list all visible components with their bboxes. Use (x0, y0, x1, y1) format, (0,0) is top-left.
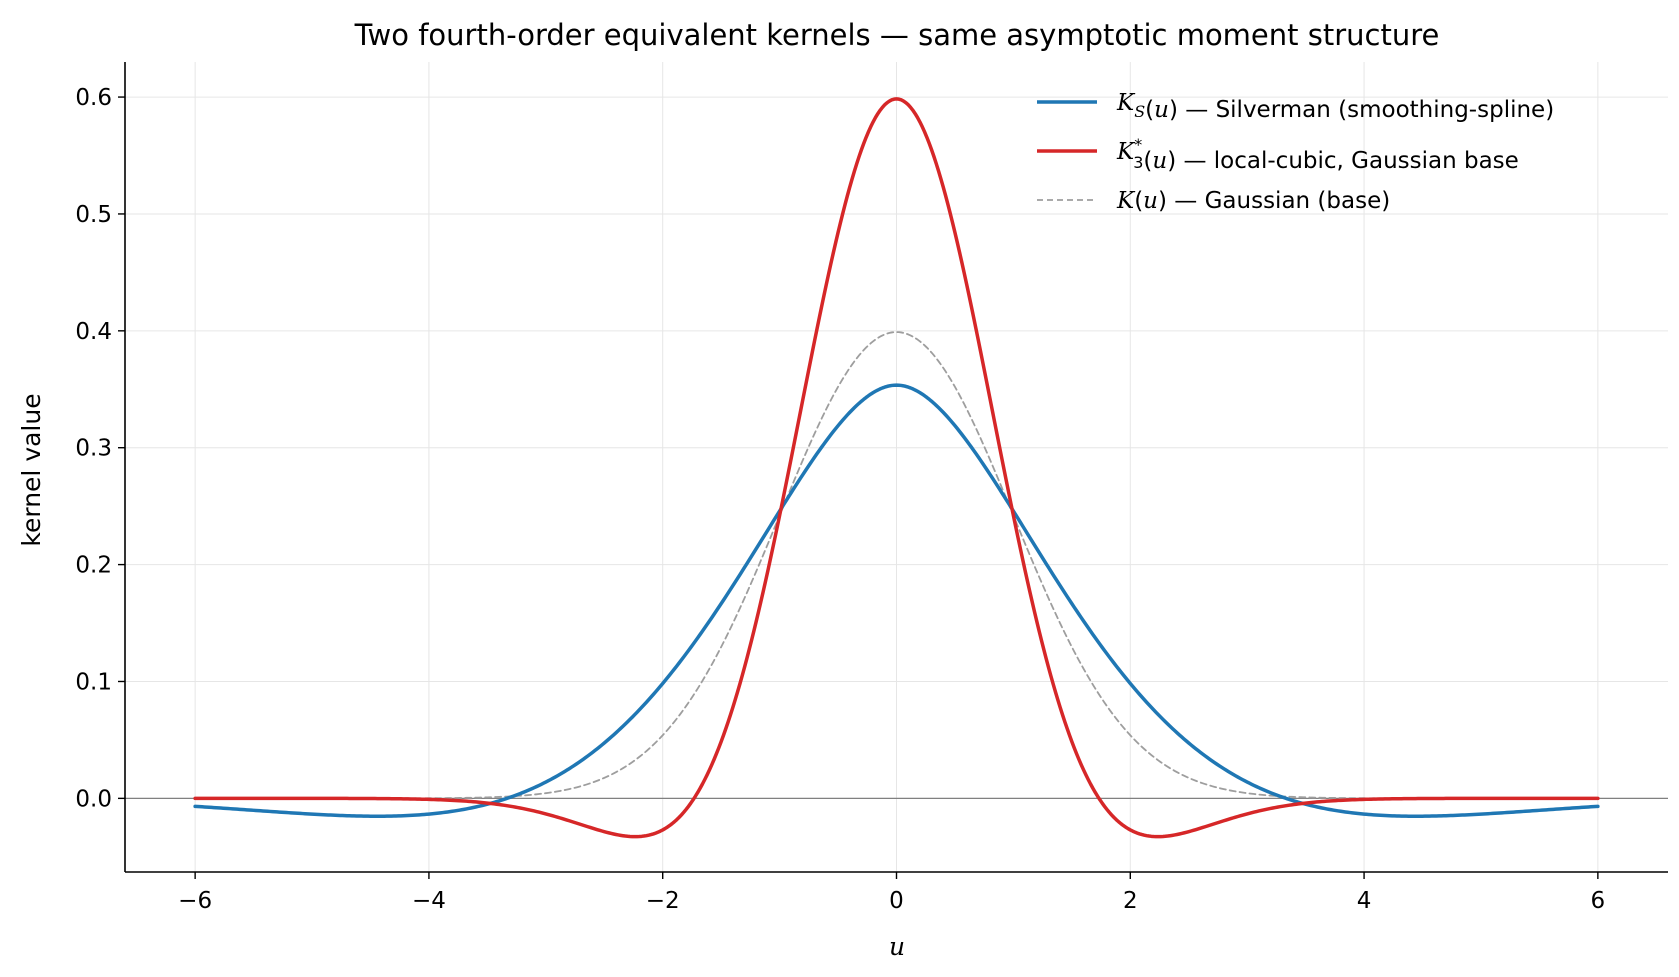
x-tick-label-1: −4 (412, 888, 446, 914)
legend-label-2: K(u) — Gaussian (base) (1116, 188, 1390, 214)
x-tick-label-6: 6 (1591, 888, 1606, 914)
grid (125, 62, 1668, 872)
legend-label-1: K* 3(u) — local-cubic, Gaussian base (1116, 135, 1519, 174)
y-axis-label: kernel value (17, 393, 46, 546)
x-tick-label-2: −2 (646, 888, 680, 914)
y-tick-label-0: 0.0 (75, 786, 112, 812)
x-tick-label-4: 2 (1123, 888, 1138, 914)
x-tick-label-5: 4 (1357, 888, 1372, 914)
legend-label-0: KS(u) — Silverman (smoothing-spline) (1116, 90, 1554, 123)
y-tick-label-1: 0.1 (75, 669, 112, 695)
series-line-local-cubic-gaussian (193, 97, 1600, 839)
x-ticks: −6 −4 −2 0 2 4 6 (178, 872, 1605, 914)
y-tick-label-4: 0.4 (75, 319, 112, 345)
x-axis-label: u (889, 932, 905, 961)
y-tick-label-5: 0.5 (75, 202, 112, 228)
x-tick-label-0: −6 (178, 888, 212, 914)
x-tick-label-3: 0 (889, 888, 904, 914)
y-tick-label-3: 0.3 (75, 436, 112, 462)
chart-title: Two fourth-order equivalent kernels — sa… (354, 18, 1440, 52)
y-ticks: 0.0 0.1 0.2 0.3 0.4 0.5 0.6 (75, 85, 125, 812)
series-lines (193, 97, 1600, 839)
y-tick-label-6: 0.6 (75, 85, 112, 111)
y-tick-label-2: 0.2 (75, 553, 112, 579)
series-line-silverman (193, 383, 1600, 818)
legend: KS(u) — Silverman (smoothing-spline) K* 3(… (1037, 90, 1554, 214)
